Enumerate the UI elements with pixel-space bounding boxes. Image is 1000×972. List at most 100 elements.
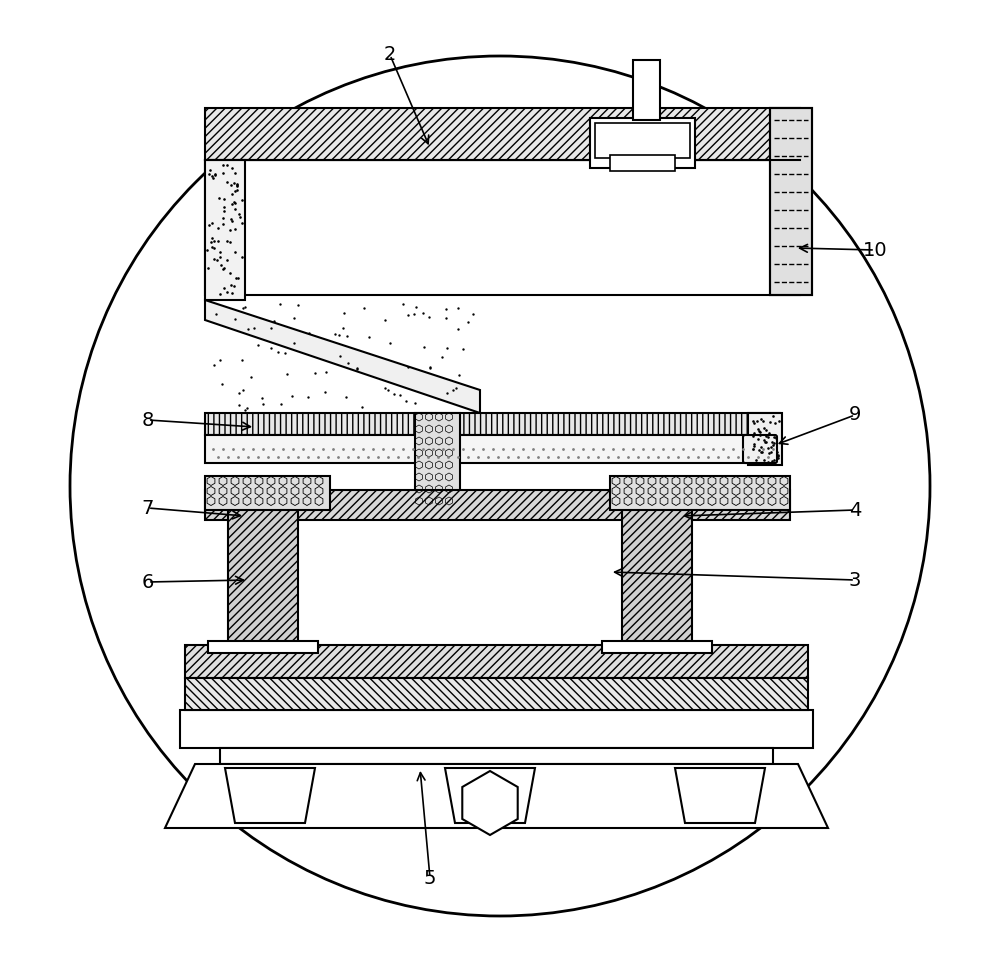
Point — [765, 436, 781, 452]
Point — [382, 335, 398, 351]
Point — [406, 306, 422, 322]
Bar — [590, 118, 695, 168]
Point — [745, 441, 761, 457]
Point — [451, 367, 467, 383]
Point — [770, 450, 786, 466]
Point — [229, 177, 245, 192]
Text: 3: 3 — [849, 571, 861, 589]
Point — [254, 391, 270, 406]
Point — [219, 253, 235, 268]
Point — [231, 397, 247, 412]
Bar — [748, 413, 782, 465]
Point — [756, 433, 772, 448]
Bar — [770, 108, 812, 295]
Point — [460, 314, 476, 330]
Point — [757, 434, 773, 450]
Circle shape — [70, 56, 930, 916]
Bar — [228, 508, 298, 645]
Point — [753, 444, 769, 460]
Point — [317, 384, 333, 399]
Polygon shape — [225, 768, 315, 823]
Point — [250, 337, 266, 353]
Point — [361, 330, 377, 345]
Point — [755, 413, 771, 429]
Point — [395, 296, 411, 312]
Point — [349, 360, 365, 375]
Point — [768, 430, 784, 445]
Point — [212, 286, 228, 301]
Point — [219, 157, 235, 173]
Polygon shape — [462, 771, 518, 835]
Bar — [185, 645, 808, 678]
Bar — [185, 678, 808, 710]
Point — [408, 299, 424, 315]
Point — [422, 360, 438, 375]
Point — [748, 452, 764, 468]
Point — [237, 299, 253, 315]
Point — [204, 168, 220, 184]
Point — [234, 250, 250, 265]
Polygon shape — [675, 768, 765, 823]
Point — [768, 431, 784, 446]
Point — [286, 335, 302, 351]
Text: 5: 5 — [424, 869, 436, 887]
Point — [234, 192, 250, 208]
Point — [763, 444, 779, 460]
Point — [750, 431, 766, 446]
Point — [212, 353, 228, 368]
Point — [246, 320, 262, 335]
Point — [216, 280, 232, 295]
Point — [272, 296, 288, 312]
Bar — [205, 476, 330, 510]
Point — [760, 455, 776, 470]
Point — [210, 233, 226, 249]
Point — [222, 223, 238, 238]
Point — [206, 357, 222, 372]
Bar — [180, 710, 813, 748]
Point — [277, 346, 293, 362]
Point — [763, 439, 779, 455]
Bar — [595, 123, 690, 158]
Point — [215, 165, 231, 181]
Point — [356, 300, 372, 316]
Point — [769, 444, 785, 460]
Point — [240, 322, 256, 337]
Point — [336, 305, 352, 321]
Point — [286, 310, 302, 326]
Point — [764, 453, 780, 469]
Point — [200, 260, 216, 276]
Point — [465, 306, 481, 322]
Bar — [205, 413, 780, 435]
Text: 8: 8 — [142, 410, 154, 430]
Point — [762, 414, 778, 430]
Point — [398, 394, 414, 409]
Point — [764, 434, 780, 449]
Bar — [208, 641, 318, 653]
Point — [212, 249, 228, 264]
Bar — [220, 748, 773, 764]
Point — [214, 376, 230, 392]
Point — [204, 230, 220, 246]
Point — [770, 448, 786, 464]
Point — [201, 217, 217, 232]
Point — [235, 382, 251, 398]
Text: 9: 9 — [849, 405, 861, 425]
Point — [745, 413, 761, 429]
Point — [746, 415, 762, 431]
Point — [216, 203, 232, 219]
Point — [229, 178, 245, 193]
Point — [223, 277, 239, 293]
Bar — [602, 641, 712, 653]
Point — [750, 422, 766, 437]
Point — [753, 411, 769, 427]
Point — [307, 364, 323, 380]
Point — [758, 422, 774, 437]
Point — [751, 442, 767, 458]
Point — [746, 437, 762, 453]
Point — [228, 271, 244, 287]
Point — [243, 369, 259, 385]
Bar — [633, 60, 660, 120]
Point — [227, 195, 243, 211]
Point — [215, 157, 231, 173]
Point — [746, 426, 762, 441]
